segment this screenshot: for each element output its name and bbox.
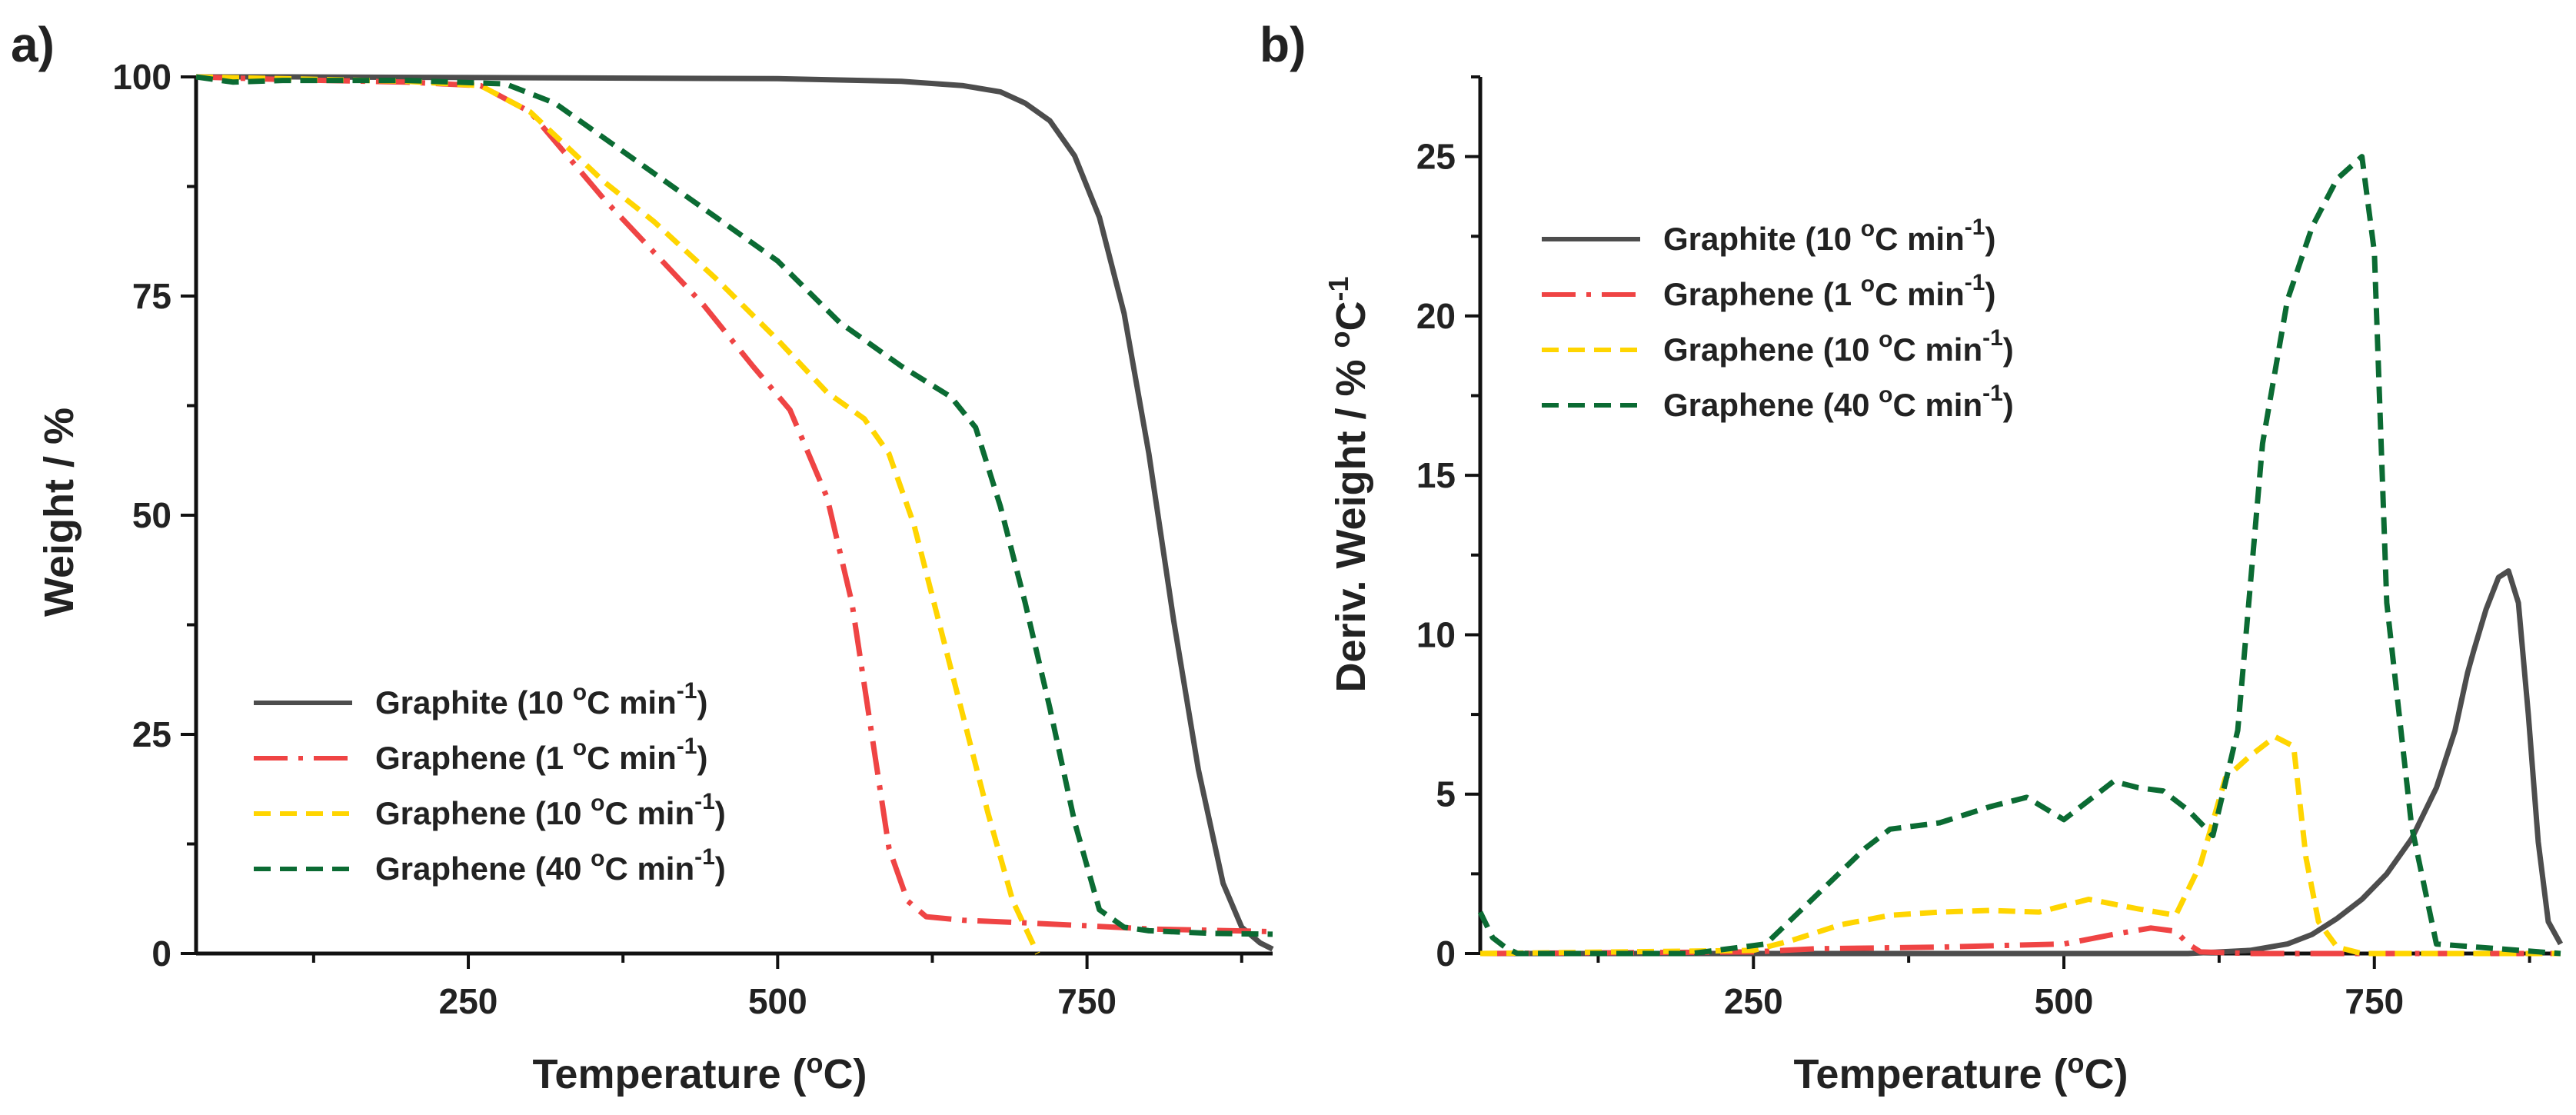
panel-b-y-axis-title-text: Deriv. Weight / % (1328, 348, 1374, 692)
panel-b-series-line-2 (1479, 925, 2561, 957)
panel-a-legend-label-2: Graphene (1 oC min-1) (375, 734, 707, 776)
panel-a-series-line-1 (196, 74, 1274, 952)
panel-a-y-tick-label: 0 (151, 934, 171, 974)
panel-a-y-axis-title: Weight / % (36, 408, 82, 617)
panel-b-plot-area: 250 500 750 0 5 10 15 20 25 (1416, 75, 2564, 1021)
panel-b-y-tick-label: 20 (1416, 296, 1456, 336)
panel-b-y-tick-label: 15 (1416, 455, 1456, 495)
panel-a-legend-label-4: Graphene (40 oC min-1) (375, 844, 726, 887)
panel-a-legend: Graphite (10 oC min-1) Graphene (1 oC min… (254, 678, 726, 887)
panel-a-legend-label-1: Graphite (10 oC min-1) (375, 678, 707, 721)
panel-a-x-tick-label: 500 (748, 981, 807, 1021)
panel-b-y-tick-label: 10 (1416, 614, 1456, 654)
panel-a-y-tick-label: 75 (132, 276, 171, 316)
panel-b-y-tick-label: 25 (1416, 137, 1456, 177)
panel-a-series-line-2 (195, 74, 1273, 934)
panel-b-legend-label-3: Graphene (10 oC min-1) (1663, 325, 2014, 368)
panel-b-legend-label-1: Graphite (10 oC min-1) (1663, 215, 1995, 257)
panel-b-label: b) (1260, 17, 1306, 72)
panel-a-legend-label-3: Graphene (10 oC min-1) (375, 789, 726, 831)
panel-b-y-axis-title: Deriv. Weight / % oC-1 (1323, 276, 1374, 692)
panel-b-x-tick-label: 750 (2345, 981, 2404, 1021)
panel-a-x-tick-label: 750 (1057, 981, 1117, 1021)
panel-b-series-line-4 (1477, 154, 2561, 957)
panel-a-y-tick-label: 25 (132, 714, 171, 754)
panel-a-y-tick-label: 100 (112, 57, 171, 97)
panel-a-series-line-3 (195, 74, 1040, 955)
panel-a-x-axis-title: Temperature (oC) (532, 1047, 867, 1097)
panel-b-x-axis-title: Temperature (oC) (1793, 1047, 2128, 1097)
panel-b-y-tick-label: 5 (1436, 774, 1456, 814)
panel-b-y-tick-label: 0 (1436, 934, 1456, 974)
panel-b-series-line-1 (1480, 568, 2564, 957)
panel-b-x-tick-label: 250 (1724, 981, 1783, 1021)
panel-b-legend-label-2: Graphene (1 oC min-1) (1663, 270, 1995, 312)
panel-b-series-line-3 (1479, 734, 2561, 957)
panel-a-x-tick-label: 250 (439, 981, 498, 1021)
panel-b-legend-label-4: Graphene (40 oC min-1) (1663, 381, 2014, 423)
panel-a-plot-area: 250 500 750 0 25 50 75 100 (112, 57, 1274, 1021)
panel-b-legend: Graphite (10 oC min-1) Graphene (1 oC min… (1542, 215, 2014, 423)
panel-a-label: a) (11, 17, 55, 72)
panel-a-series-line-4 (195, 74, 1273, 937)
panel-a-y-tick-label: 50 (132, 495, 171, 535)
panel-b-x-tick-label: 500 (2035, 981, 2094, 1021)
